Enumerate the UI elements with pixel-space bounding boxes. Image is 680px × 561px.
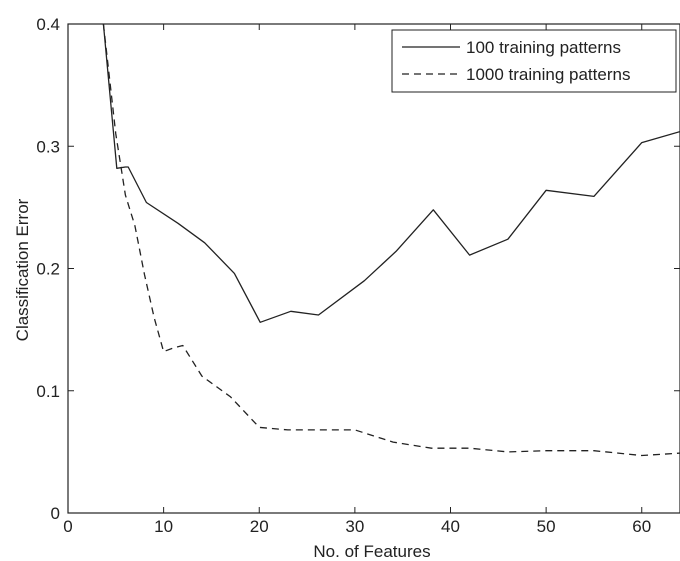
legend-label-1000: 1000 training patterns xyxy=(466,65,630,84)
x-tick-label: 30 xyxy=(345,517,364,536)
x-tick-label: 0 xyxy=(63,517,72,536)
y-tick-label: 0.1 xyxy=(36,382,60,401)
y-tick-label: 0.2 xyxy=(36,260,60,279)
y-tick-label: 0.4 xyxy=(36,15,60,34)
x-tick-label: 10 xyxy=(154,517,173,536)
plot-frame xyxy=(67,23,680,514)
y-tick-label: 0 xyxy=(51,504,60,523)
x-tick-label: 20 xyxy=(250,517,269,536)
axis-ticks: 0 10 20 30 40 50 60 0 0.1 0.2 0.3 0.4 xyxy=(36,15,680,536)
x-tick-label: 40 xyxy=(441,517,460,536)
y-tick-label: 0.3 xyxy=(36,137,60,156)
series-lines xyxy=(102,23,680,457)
y-axis-label: Classification Error xyxy=(13,198,32,341)
legend-label-100: 100 training patterns xyxy=(466,38,621,57)
x-axis-label: No. of Features xyxy=(313,542,430,561)
legend-box xyxy=(391,29,677,93)
legend: 100 training patterns 1000 training patt… xyxy=(391,29,677,93)
x-tick-label: 60 xyxy=(632,517,651,536)
x-tick-label: 50 xyxy=(537,517,556,536)
series-line-100-patterns xyxy=(102,23,680,323)
